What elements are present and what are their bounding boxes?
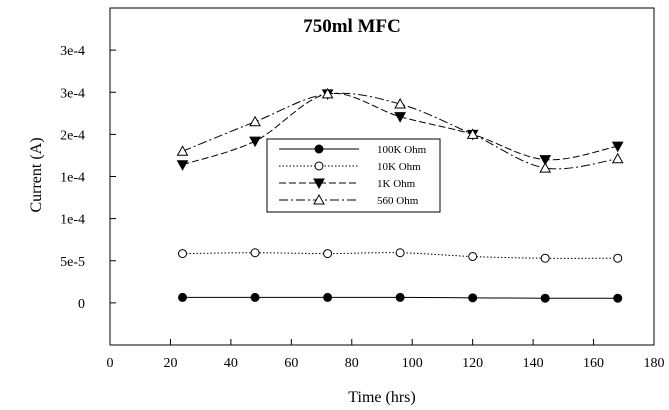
data-point: [611, 141, 624, 153]
data-point: [394, 98, 406, 109]
chart-title: 750ml MFC: [303, 16, 401, 37]
legend-marker: [313, 193, 325, 205]
x-tick-label: 0: [107, 356, 114, 371]
data-point: [540, 293, 550, 303]
series-1: [178, 248, 623, 263]
y-tick-label: 3e-4: [60, 86, 85, 101]
data-point: [394, 112, 406, 123]
y-tick-label: 3e-4: [60, 44, 85, 59]
legend-label: 100K Ohm: [377, 144, 427, 156]
x-tick-label: 60: [284, 356, 298, 371]
data-point: [250, 292, 260, 302]
data-point: [540, 253, 550, 263]
data-point: [178, 292, 188, 302]
x-tick-label: 160: [583, 356, 604, 371]
legend-marker: [313, 178, 325, 190]
data-point: [249, 115, 261, 127]
x-tick-label: 20: [163, 356, 177, 371]
data-point: [176, 145, 189, 156]
data-point: [323, 292, 333, 302]
x-tick-label: 40: [224, 356, 238, 371]
data-point: [613, 293, 623, 303]
data-point: [395, 248, 405, 258]
y-tick-label: 2e-4: [60, 128, 85, 143]
data-point: [395, 292, 405, 302]
y-axis: 0 5e-5 1e-4 1e-4 2e-4 3e-4 3e-4: [60, 44, 116, 312]
series-layer: [176, 87, 624, 303]
data-point: [466, 128, 479, 139]
data-point: [613, 253, 623, 263]
series-3: [176, 87, 624, 173]
x-axis: 0 20 40 60 80 100 120 140 160 180: [107, 339, 665, 371]
legend-marker: [314, 161, 324, 171]
x-tick-label: 180: [644, 356, 665, 371]
x-tick-label: 120: [462, 356, 483, 371]
data-point: [323, 249, 333, 259]
x-tick-label: 100: [402, 356, 423, 371]
y-axis-label: Current (A): [28, 137, 45, 212]
legend-label: 560 Ohm: [377, 195, 419, 207]
y-tick-label: 0: [78, 297, 85, 312]
data-point: [249, 136, 261, 148]
data-point: [321, 87, 334, 99]
legend-label: 1K Ohm: [377, 178, 416, 190]
data-point: [611, 152, 624, 164]
data-point: [178, 249, 188, 259]
data-point: [539, 155, 552, 166]
data-point: [468, 293, 478, 303]
legend: 100K Ohm 10K Ohm 1K Ohm 560 Ohm: [266, 138, 441, 213]
data-point: [250, 248, 260, 258]
legend-label: 10K Ohm: [377, 161, 421, 173]
y-tick-label: 1e-4: [60, 213, 85, 228]
data-point: [468, 252, 478, 262]
x-tick-label: 80: [345, 356, 359, 371]
y-tick-label: 1e-4: [60, 171, 85, 186]
legend-marker: [314, 144, 324, 154]
x-tick-label: 140: [523, 356, 544, 371]
data-point: [176, 160, 189, 171]
y-tick-label: 5e-5: [60, 255, 85, 270]
data-point: [539, 162, 552, 173]
x-axis-label: Time (hrs): [348, 389, 415, 406]
series-0: [178, 292, 623, 303]
